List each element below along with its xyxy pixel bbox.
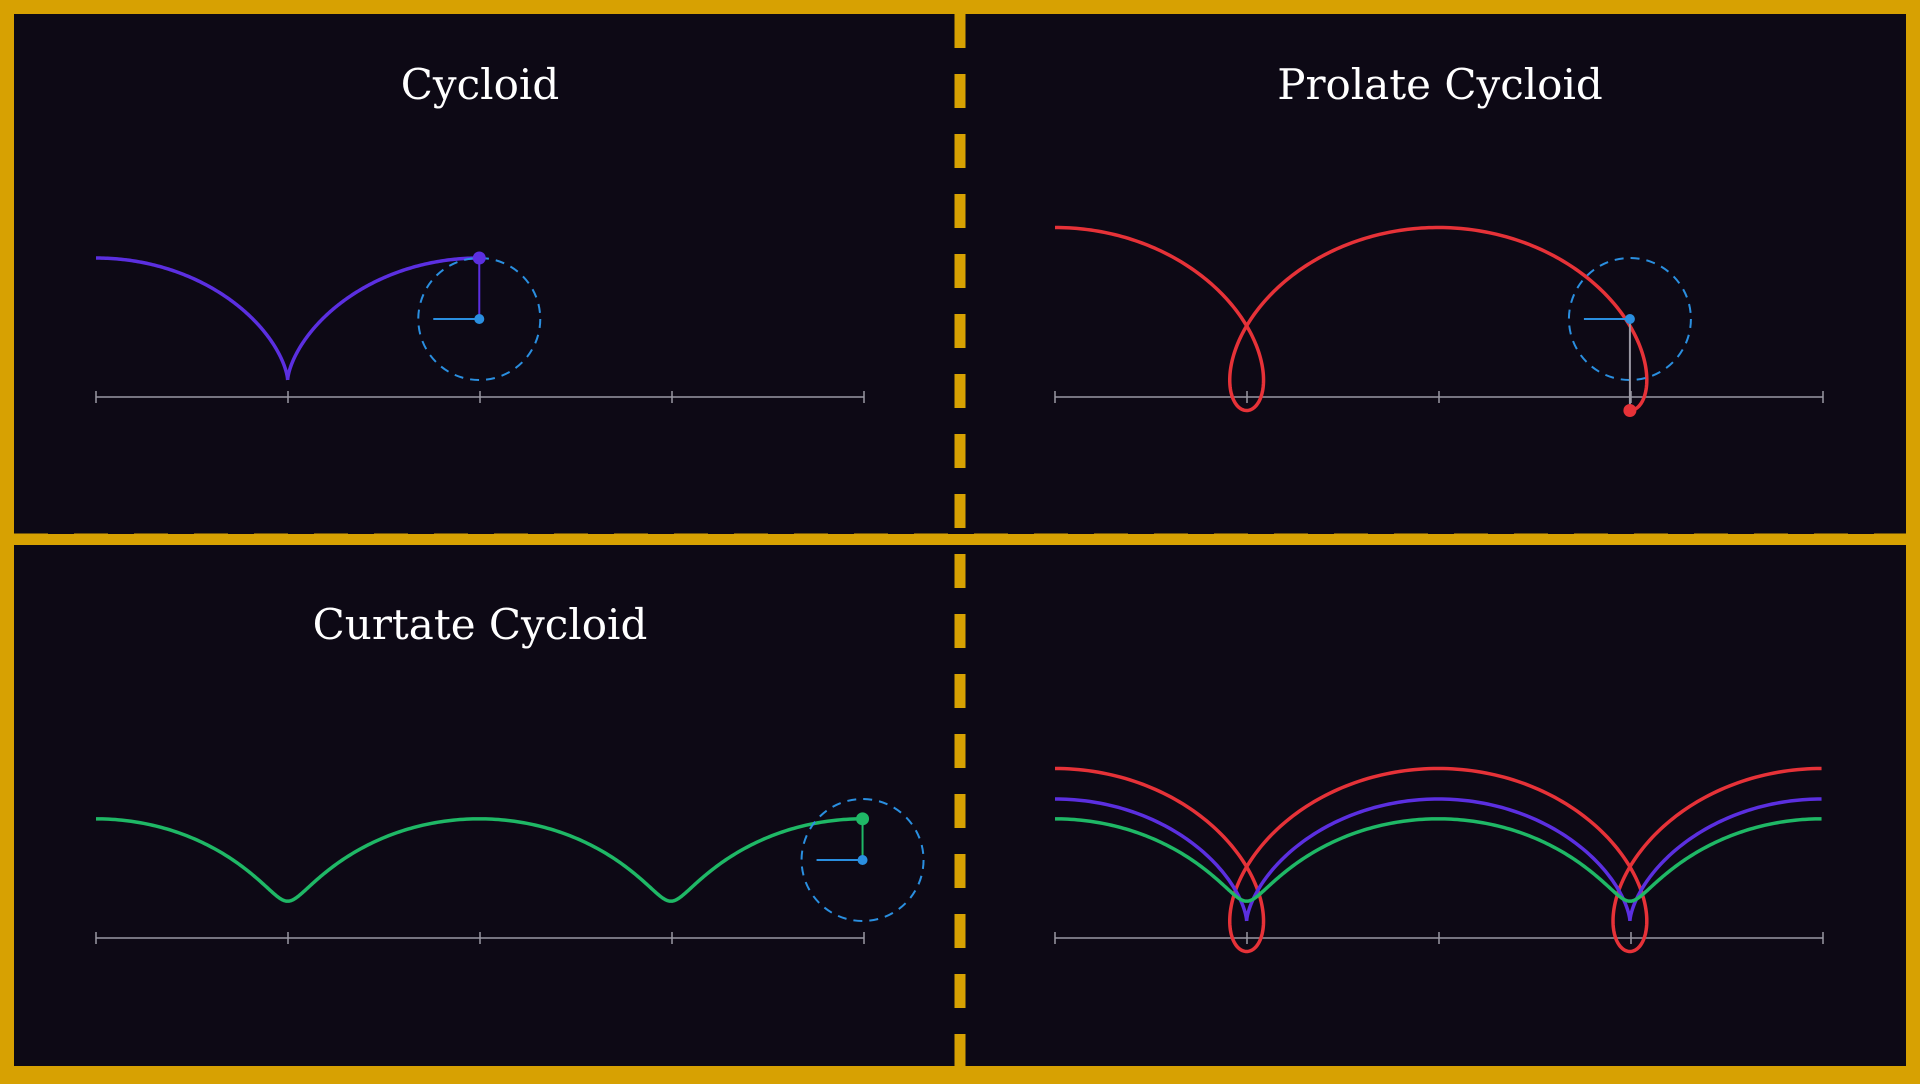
- cycloid-center-dot: [474, 314, 485, 324]
- panel-top-right-bg: [960, 14, 1906, 534]
- prolate-rolling-circle: [1567, 257, 1692, 381]
- curtate-curve: [95, 817, 863, 903]
- prolate-tracing-point: [1623, 404, 1637, 417]
- cycloid-rolling-circle: [417, 257, 542, 381]
- curtate-rolling-circle: [800, 798, 925, 922]
- curves-layer: [95, 225, 1824, 954]
- curtate-center-dot: [857, 855, 868, 865]
- comparison-prolate-curve: [1054, 766, 1822, 954]
- panel-bottom-left-bg: [14, 545, 960, 1066]
- prolate-center-dot: [1624, 314, 1635, 324]
- prolate-cycloid-title: Prolate Cycloid: [1277, 60, 1603, 109]
- curtate-tracing-point: [856, 812, 870, 826]
- panel-top-left-bg: [14, 14, 960, 534]
- curtate-cycloid-title: Curtate Cycloid: [312, 600, 648, 649]
- cycloid-curve: [95, 256, 480, 381]
- comparison-cycloid-curve: [1054, 797, 1822, 922]
- cycloid-tracing-point: [472, 251, 486, 265]
- comparison-curtate-curve: [1054, 817, 1822, 903]
- cycloid-title: Cycloid: [400, 60, 560, 109]
